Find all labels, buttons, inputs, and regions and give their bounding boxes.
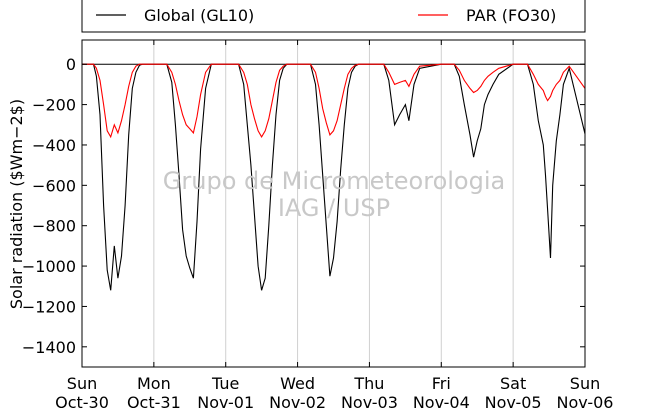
y-tick-label-7: −1400 (22, 338, 76, 357)
watermark-line-1: Grupo de Micrometeorologia (163, 167, 505, 195)
x-tick-date-5: Nov-04 (413, 393, 470, 409)
x-tick-date-7: Nov-06 (557, 393, 614, 409)
x-tick-day-1: Mon (137, 374, 171, 393)
y-axis-label: Solar radiation ($Wm−2$) (7, 99, 26, 309)
x-tick-day-3: Wed (280, 374, 315, 393)
y-tick-label-3: −600 (32, 176, 76, 195)
series-line-1 (82, 63, 586, 139)
x-tick-date-3: Nov-02 (269, 393, 326, 409)
y-tick-label-5: −1000 (22, 257, 76, 276)
x-tick-date-1: Oct-31 (127, 393, 181, 409)
series-layer (82, 63, 586, 291)
x-tick-day-5: Fri (432, 374, 451, 393)
x-tick-date-4: Nov-03 (341, 393, 398, 409)
y-tick-label-4: −800 (32, 217, 76, 236)
legend-box (81, 0, 586, 33)
x-tick-day-2: Tue (211, 374, 239, 393)
watermark-line-2: IAG / USP (278, 194, 390, 222)
y-tick-label-2: −400 (32, 136, 76, 155)
x-tick-date-0: Oct-30 (55, 393, 109, 409)
legend-label-par: PAR (FO30) (466, 6, 556, 25)
watermark: Grupo de Micrometeorologia IAG / USP (163, 167, 505, 222)
y-tick-label-0: 0 (66, 55, 76, 74)
x-tick-day-0: Sun (67, 374, 97, 393)
legend-label-global: Global (GL10) (144, 6, 254, 25)
x-tick-date-6: Nov-05 (485, 393, 542, 409)
x-tick-day-6: Sat (500, 374, 526, 393)
x-tick-day-7: Sun (570, 374, 600, 393)
y-axis-label-text: Solar radiation ($Wm−2$) (7, 99, 26, 309)
plot-frame (81, 39, 586, 368)
y-tick-label-1: −200 (32, 96, 76, 115)
axes-layer: 0−200−400−600−800−1000−1200−1400SunOct-3… (22, 40, 614, 409)
x-tick-day-4: Thu (353, 374, 384, 393)
legend: Global (GL10) PAR (FO30) (81, 0, 586, 33)
y-tick-label-6: −1200 (22, 297, 76, 316)
x-tick-date-2: Nov-01 (197, 393, 254, 409)
